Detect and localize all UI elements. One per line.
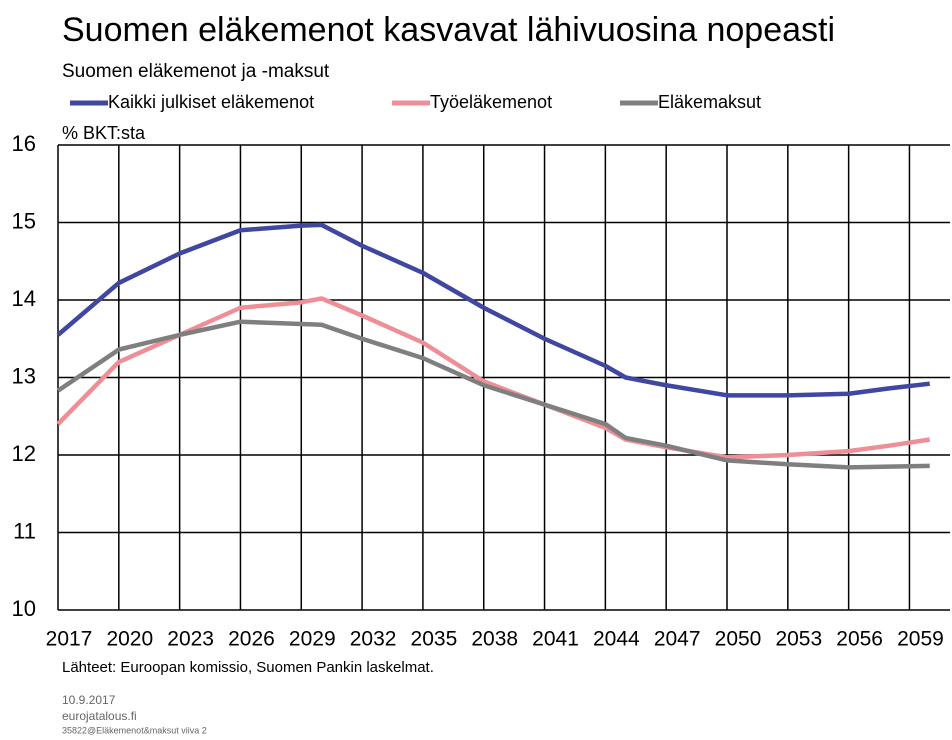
y-tick-label: 13 — [12, 363, 36, 388]
y-tick-label: 12 — [12, 441, 36, 466]
footer-id: 35822@Eläkemenot&maksut viiva 2 — [62, 725, 207, 735]
y-tick-label: 11 — [13, 518, 36, 543]
x-tick-label: 2017 — [46, 628, 93, 651]
legend-label: Eläkemaksut — [658, 92, 761, 112]
x-tick-label: 2038 — [471, 628, 518, 651]
x-tick-label: 2047 — [654, 628, 701, 651]
x-tick-label: 2053 — [775, 628, 822, 651]
x-tick-label: 2032 — [350, 628, 397, 651]
series-line — [56, 319, 930, 470]
y-tick-label: 10 — [12, 596, 36, 621]
y-tick-label: 14 — [12, 286, 36, 311]
y-axis-label: % BKT:sta — [62, 123, 146, 143]
x-tick-label: 2035 — [411, 628, 458, 651]
footer-date: 10.9.2017 — [62, 693, 116, 707]
source: Lähteet: Euroopan komissio, Suomen Panki… — [62, 659, 434, 676]
x-tick-label: 2026 — [228, 628, 275, 651]
series-line — [56, 222, 930, 398]
y-tick-label: 16 — [12, 131, 36, 156]
x-tick-label: 2029 — [289, 628, 336, 651]
y-tick-label: 15 — [12, 208, 36, 233]
footer-site: eurojatalous.fi — [62, 709, 137, 723]
x-tick-label: 2056 — [836, 628, 883, 651]
x-tick-label: 2059 — [897, 628, 944, 651]
chart-subtitle: Suomen eläkemenot ja -maksut — [62, 61, 330, 82]
x-tick-label: 2050 — [715, 628, 762, 651]
x-tick-label: 2044 — [593, 628, 640, 651]
chart-title: Suomen eläkemenot kasvavat lähivuosina n… — [62, 11, 835, 49]
x-tick-label: 2023 — [167, 628, 214, 651]
legend-label: Kaikki julkiset eläkemenot — [108, 92, 314, 112]
x-tick-label: 2020 — [106, 628, 153, 651]
x-tick-label: 2041 — [532, 628, 579, 651]
legend-label: Työeläkemenot — [430, 92, 552, 112]
